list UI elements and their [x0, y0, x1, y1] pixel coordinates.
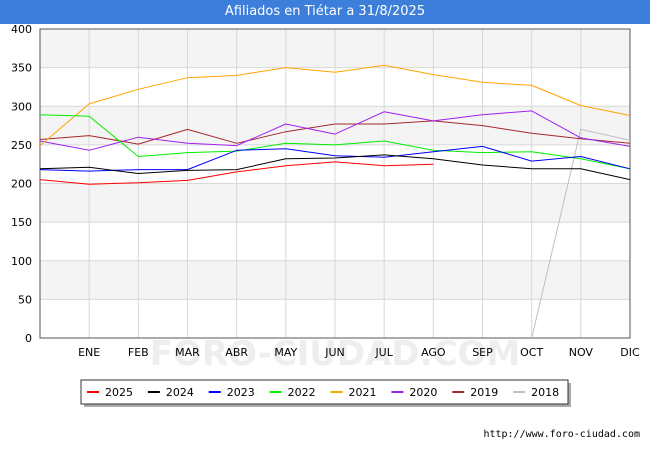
y-tick-label: 400 [11, 23, 32, 36]
series-line-2021 [39, 64, 631, 146]
series-line-2019 [39, 120, 631, 145]
series-line-2018 [531, 128, 631, 339]
x-tick-label: SEP [472, 346, 493, 359]
x-tick-label: MAY [274, 346, 297, 359]
legend-label-2020: 2020 [409, 386, 437, 399]
title-bar [0, 0, 650, 24]
x-tick-label: JUL [374, 346, 393, 359]
x-tick-label: FEB [128, 346, 149, 359]
x-tick-label: DIC [620, 346, 640, 359]
y-tick-label: 50 [18, 293, 32, 306]
series-line-2023 [39, 145, 631, 172]
x-tick-label: JUN [324, 346, 345, 359]
x-tick-label: NOV [569, 346, 594, 359]
x-tick-label: AGO [421, 346, 446, 359]
series-line-2020 [39, 110, 631, 151]
x-tick-label: ENE [78, 346, 100, 359]
y-tick-label: 350 [11, 62, 32, 75]
watermark: FORO-CIUDAD.COM [150, 334, 521, 374]
legend-label-2025: 2025 [105, 386, 133, 399]
legend-box [80, 379, 569, 405]
legend-label-2019: 2019 [470, 386, 498, 399]
x-tick-label: MAR [175, 346, 200, 359]
legend-label-2022: 2022 [288, 386, 316, 399]
y-tick-label: 100 [11, 255, 32, 268]
y-tick-label: 0 [25, 332, 32, 345]
y-tick-label: 200 [11, 178, 32, 191]
y-tick-label: 150 [11, 216, 32, 229]
series-line-2025 [39, 161, 434, 185]
series-line-2022 [39, 114, 631, 170]
plot-frame [39, 28, 631, 339]
footer-url[interactable]: http://www.foro-ciudad.com [483, 429, 640, 440]
chart-title: Afiliados en Tiétar a 31/8/2025 [224, 4, 426, 19]
y-tick-label: 300 [11, 100, 32, 113]
legend-label-2023: 2023 [227, 386, 255, 399]
legend-label-2024: 2024 [166, 386, 194, 399]
x-tick-label: OCT [520, 346, 543, 359]
series-line-2024 [39, 154, 631, 181]
legend-label-2018: 2018 [531, 386, 559, 399]
x-tick-label: ABR [225, 346, 248, 359]
y-tick-label: 250 [11, 139, 32, 152]
legend-label-2021: 2021 [349, 386, 377, 399]
